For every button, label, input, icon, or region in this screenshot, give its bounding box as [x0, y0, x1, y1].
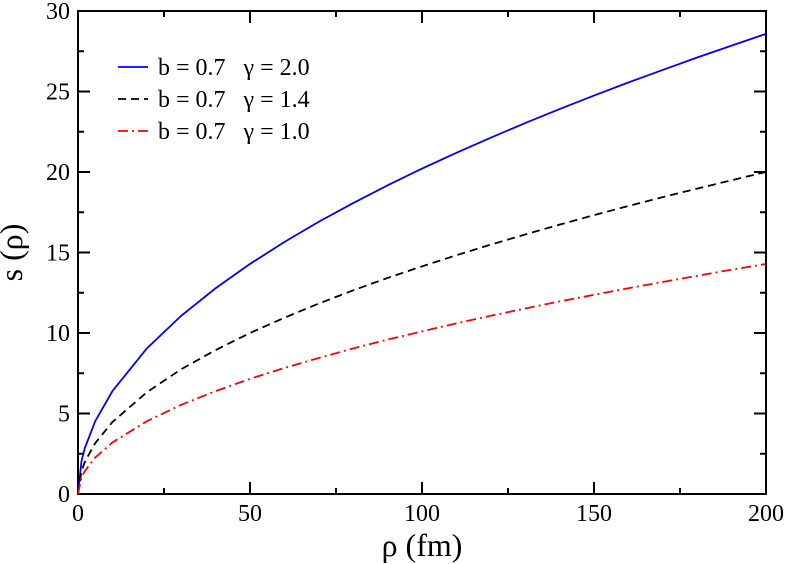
legend-label-3: b = 0.7 γ = 1.0 — [158, 119, 310, 145]
y-axis-label: s (ρ) — [0, 224, 29, 282]
tick-labels: 0 50 100 150 200 0 5 10 15 20 25 30 — [46, 0, 784, 527]
series-line-1 — [77, 33, 767, 495]
x-axis-label: ρ (fm) — [382, 527, 463, 563]
x-tick-label: 200 — [748, 501, 784, 527]
x-tick-label: 0 — [72, 501, 84, 527]
series-lines — [77, 33, 767, 495]
y-tick-label: 25 — [46, 80, 70, 106]
legend: b = 0.7 γ = 2.0 b = 0.7 γ = 1.4 b = 0.7 γ … — [118, 55, 310, 145]
y-tick-label: 0 — [58, 482, 70, 508]
plot-frame — [77, 10, 767, 495]
legend-label-1: b = 0.7 γ = 2.0 — [158, 55, 310, 81]
series-line-3 — [77, 263, 767, 495]
y-tick-label: 10 — [46, 321, 70, 347]
plot-area — [77, 10, 767, 495]
axis-ticks — [77, 10, 767, 495]
x-tick-label: 50 — [238, 501, 262, 527]
x-tick-label: 100 — [404, 501, 440, 527]
series-line-2 — [77, 171, 767, 495]
y-tick-label: 20 — [46, 160, 70, 186]
x-tick-label: 150 — [576, 501, 612, 527]
legend-label-2: b = 0.7 γ = 1.4 — [158, 87, 310, 113]
y-tick-label: 5 — [58, 402, 70, 428]
y-tick-label: 30 — [46, 0, 70, 25]
y-tick-label: 15 — [46, 241, 70, 267]
